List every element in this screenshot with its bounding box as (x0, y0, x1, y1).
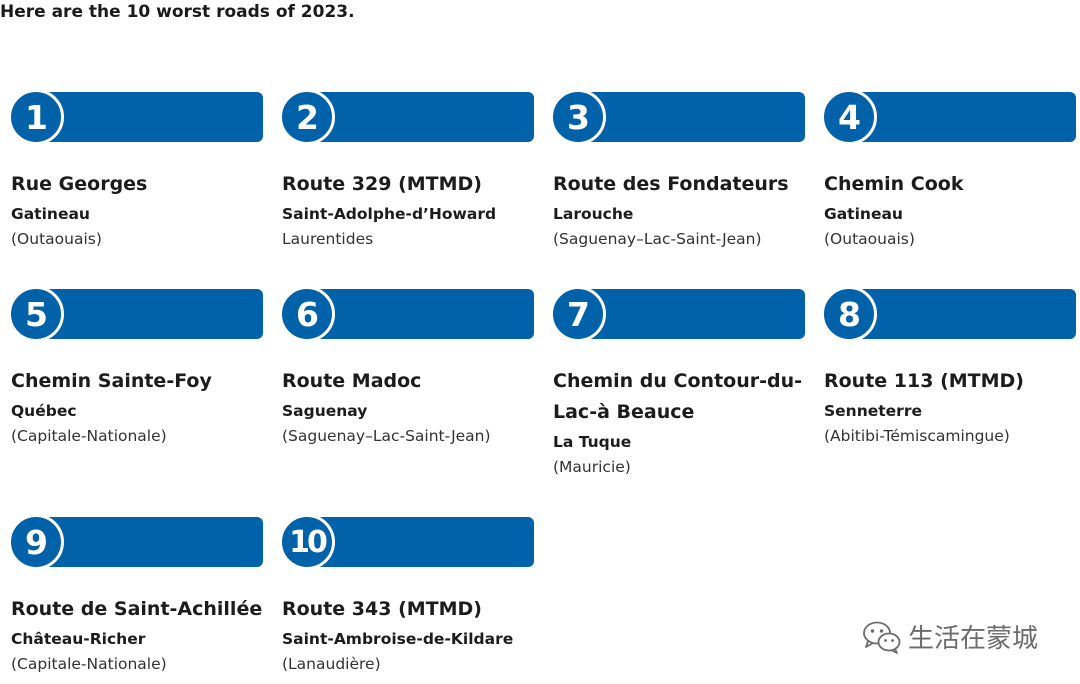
rank-banner: 8 (821, 286, 1076, 342)
rank-number: 9 (8, 514, 64, 570)
road-region: Laurentides (282, 230, 374, 248)
watermark: 生活在蒙城 (862, 618, 1038, 655)
road-region: (Outaouais) (824, 230, 915, 248)
rank-bar (838, 289, 1076, 339)
page-heading: Here are the 10 worst roads of 2023. (0, 2, 355, 22)
road-card-3: 3 Route des Fondateurs Larouche (Saguena… (550, 89, 808, 250)
rank-banner: 6 (279, 286, 534, 342)
rank-number: 4 (821, 89, 877, 145)
road-card-8: 8 Route 113 (MTMD) Senneterre (Abitibi-T… (821, 286, 1079, 447)
road-region: (Capitale-Nationale) (11, 427, 167, 445)
road-region: (Abitibi-Témiscamingue) (824, 427, 1010, 445)
road-name: Chemin Cook (824, 173, 964, 195)
road-region: (Lanaudière) (282, 655, 381, 673)
road-name: Chemin Sainte-Foy (11, 370, 212, 392)
road-region: (Capitale-Nationale) (11, 655, 167, 673)
road-city: Saguenay (282, 402, 368, 420)
road-card-6: 6 Route Madoc Saguenay (Saguenay–Lac-Sai… (279, 286, 537, 447)
road-card-7: 7 Chemin du Contour-du-Lac-à Beauce La T… (550, 286, 808, 478)
rank-bar (296, 517, 534, 567)
rank-banner: 2 (279, 89, 534, 145)
road-region: (Saguenay–Lac-Saint-Jean) (282, 427, 491, 445)
road-city: Gatineau (824, 205, 903, 223)
rank-banner: 7 (550, 286, 805, 342)
road-city: Larouche (553, 205, 634, 223)
rank-number: 6 (279, 286, 335, 342)
rank-banner: 1 (8, 89, 263, 145)
rank-banner: 4 (821, 89, 1076, 145)
road-name: Route Madoc (282, 370, 422, 392)
rank-bar (567, 289, 805, 339)
rank-banner: 9 (8, 514, 263, 570)
road-card-1: 1 Rue Georges Gatineau (Outaouais) (8, 89, 266, 250)
rank-number: 3 (550, 89, 606, 145)
watermark-text: 生活在蒙城 (908, 624, 1039, 654)
road-region: (Outaouais) (11, 230, 102, 248)
road-city: Saint-Ambroise-de-Kildare (282, 630, 514, 648)
rank-number: 10 (279, 514, 335, 570)
road-city: La Tuque (553, 433, 632, 451)
rank-number: 1 (8, 89, 64, 145)
rank-number: 2 (279, 89, 335, 145)
rank-bar (567, 92, 805, 142)
road-city: Senneterre (824, 402, 922, 420)
road-region: (Mauricie) (553, 458, 631, 476)
road-name: Chemin du Contour-du-Lac-à Beauce (553, 370, 803, 423)
rank-number: 8 (821, 286, 877, 342)
rank-bar (25, 517, 263, 567)
road-name: Route 113 (MTMD) (824, 370, 1024, 392)
road-card-4: 4 Chemin Cook Gatineau (Outaouais) (821, 89, 1079, 250)
rank-bar (296, 289, 534, 339)
road-name: Route des Fondateurs (553, 173, 789, 195)
road-name: Rue Georges (11, 173, 148, 195)
rank-number: 5 (8, 286, 64, 342)
road-city: Saint-Adolphe-d’Howard (282, 205, 497, 223)
rank-bar (296, 92, 534, 142)
rank-bar (838, 92, 1076, 142)
rank-bar (25, 289, 263, 339)
road-card-5: 5 Chemin Sainte-Foy Québec (Capitale-Nat… (8, 286, 266, 447)
road-name: Route de Saint-Achillée (11, 598, 263, 620)
road-city: Château-Richer (11, 630, 146, 648)
road-name: Route 329 (MTMD) (282, 173, 482, 195)
road-card-2: 2 Route 329 (MTMD) Saint-Adolphe-d’Howar… (279, 89, 537, 250)
wechat-icon (863, 621, 901, 654)
road-card-10: 10 Route 343 (MTMD) Saint-Ambroise-de-Ki… (279, 514, 537, 675)
rank-banner: 5 (8, 286, 263, 342)
rank-number: 7 (550, 286, 606, 342)
road-name: Route 343 (MTMD) (282, 598, 482, 620)
rank-banner: 3 (550, 89, 805, 145)
rank-bar (25, 92, 263, 142)
road-region: (Saguenay–Lac-Saint-Jean) (553, 230, 762, 248)
road-city: Québec (11, 402, 77, 420)
road-city: Gatineau (11, 205, 90, 223)
road-card-9: 9 Route de Saint-Achillée Château-Richer… (8, 514, 266, 675)
rank-banner: 10 (279, 514, 534, 570)
